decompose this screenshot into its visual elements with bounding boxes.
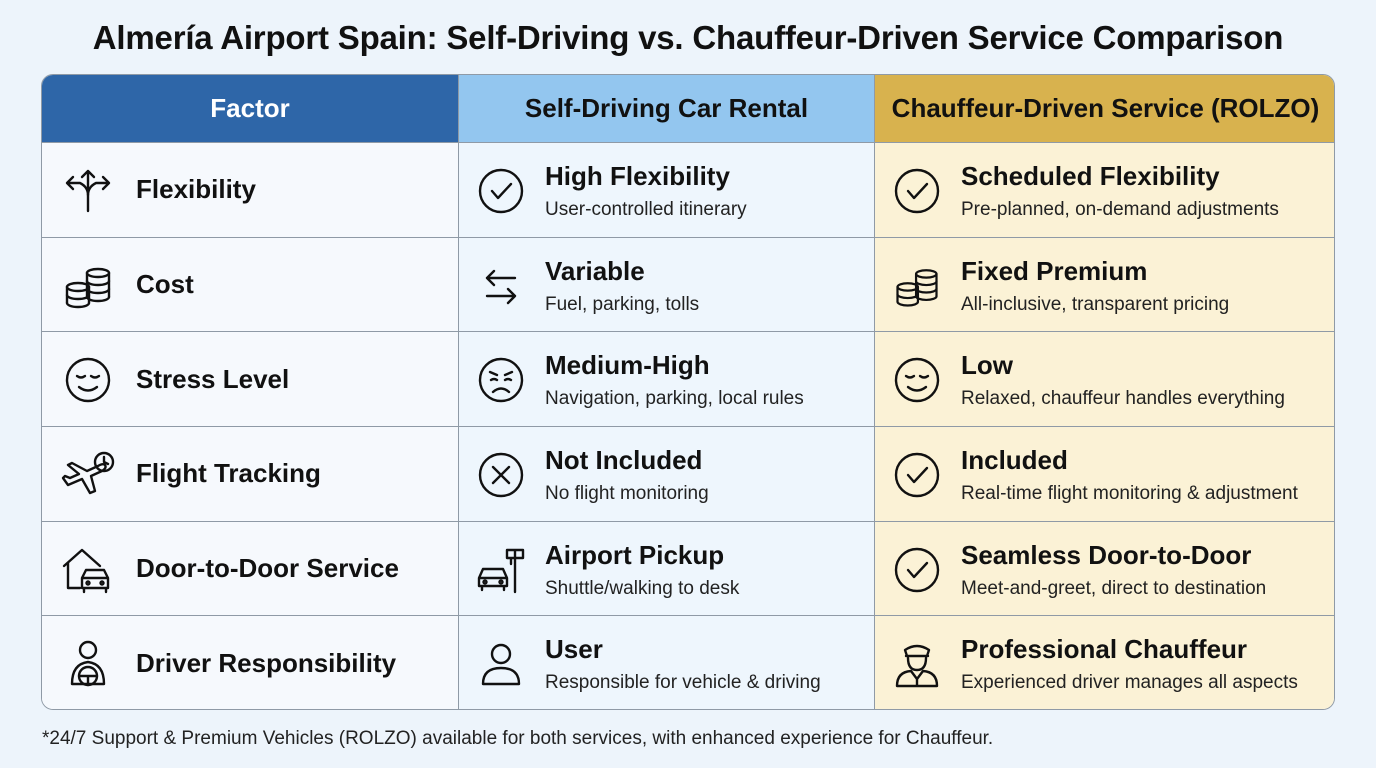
car-sign-icon	[475, 544, 527, 596]
table-row: Driver Responsibility User Responsible for…	[42, 616, 1334, 709]
self-driving-cell: Airport Pickup Shuttle/walking to desk	[458, 521, 874, 617]
factor-cell: Flexibility	[42, 143, 458, 238]
factor-label: Driver Responsibility	[136, 648, 397, 679]
diverging-arrows-icon	[60, 165, 116, 217]
chauffeur-icon	[891, 638, 943, 690]
self-driving-detail: Responsible for vehicle & driving	[545, 672, 821, 694]
x-circle-icon	[475, 449, 527, 501]
chauffeur-cell: Seamless Door-to-Door Meet-and-greet, dir…	[874, 521, 1334, 617]
self-driving-value: Airport Pickup	[545, 539, 725, 570]
swap-arrows-icon	[475, 260, 527, 312]
chauffeur-cell: Low Relaxed, chauffeur handles everything	[874, 332, 1334, 427]
chauffeur-value: Seamless Door-to-Door	[961, 539, 1252, 570]
check-circle-icon	[475, 165, 527, 217]
factor-label: Flexibility	[136, 174, 256, 205]
chauffeur-detail: Pre-planned, on-demand adjustments	[961, 199, 1279, 220]
self-driving-detail: Shuttle/walking to desk	[545, 577, 740, 599]
coin-stack-icon	[891, 260, 943, 312]
table-row: Door-to-Door Service Airport Pickup Shuttl…	[42, 521, 1334, 617]
factor-label: Cost	[136, 268, 194, 299]
factor-cell: Driver Responsibility	[42, 616, 458, 709]
check-circle-icon	[891, 449, 943, 501]
table-row: Cost Variable Fuel, parking, tolls Fixed Pr…	[42, 237, 1334, 333]
chauffeur-detail: Experienced driver manages all aspects	[961, 672, 1298, 694]
chauffeur-cell: Scheduled Flexibility Pre-planned, on-dem…	[874, 143, 1334, 238]
self-driving-detail: Navigation, parking, local rules	[545, 388, 804, 410]
factor-label: Door-to-Door Service	[136, 552, 399, 583]
coin-stack-icon	[60, 260, 116, 312]
chauffeur-detail: Meet-and-greet, direct to destination	[961, 577, 1267, 599]
table-row: Flexibility High Flexibility User-controll…	[42, 143, 1334, 238]
factor-cell: Cost	[42, 237, 458, 333]
chauffeur-value: Low	[961, 350, 1013, 381]
self-driving-value: User	[545, 634, 603, 665]
chauffeur-value: Professional Chauffeur	[961, 634, 1248, 665]
relaxed-face-icon	[60, 354, 116, 406]
chauffeur-value: Included	[961, 445, 1068, 475]
self-driving-value: Medium-High	[545, 350, 710, 381]
self-driving-detail: User-controlled itinerary	[545, 199, 747, 220]
header-chauffeur: Chauffeur-Driven Service (ROLZO)	[874, 75, 1334, 143]
chauffeur-detail: Real-time flight monitoring & adjustment	[961, 483, 1298, 504]
self-driving-cell: Medium-High Navigation, parking, local ru…	[458, 332, 874, 427]
self-driving-detail: Fuel, parking, tolls	[545, 293, 700, 315]
factor-label: Flight Tracking	[136, 458, 321, 489]
user-icon	[475, 638, 527, 690]
chauffeur-cell: Fixed Premium All-inclusive, transparent …	[874, 237, 1334, 333]
self-driving-cell: Variable Fuel, parking, tolls	[458, 237, 874, 333]
table-row: Stress Level Medium-High Navigation, parki…	[42, 332, 1334, 427]
factor-cell: Flight Tracking	[42, 427, 458, 522]
chauffeur-value: Scheduled Flexibility	[961, 161, 1220, 191]
self-driving-cell: Not Included No flight monitoring	[458, 427, 874, 522]
comparison-table: Factor Self-Driving Car Rental Chauffeur…	[41, 74, 1335, 710]
house-car-icon	[60, 544, 116, 596]
worried-face-icon	[475, 354, 527, 406]
footnote: *24/7 Support & Premium Vehicles (ROLZO)…	[42, 728, 994, 749]
driver-wheel-icon	[60, 638, 116, 690]
check-circle-icon	[891, 544, 943, 596]
factor-cell: Door-to-Door Service	[42, 521, 458, 617]
chauffeur-value: Fixed Premium	[961, 255, 1148, 286]
self-driving-value: Variable	[545, 255, 645, 286]
factor-label: Stress Level	[136, 363, 290, 394]
relaxed-face-icon	[891, 354, 943, 406]
self-driving-detail: No flight monitoring	[545, 483, 709, 504]
self-driving-value: Not Included	[545, 445, 703, 475]
self-driving-value: High Flexibility	[545, 161, 730, 191]
check-circle-icon	[891, 165, 943, 217]
plane-clock-icon	[60, 449, 116, 501]
chauffeur-detail: Relaxed, chauffeur handles everything	[961, 388, 1285, 410]
header-self-driving: Self-Driving Car Rental	[458, 75, 874, 143]
factor-cell: Stress Level	[42, 332, 458, 427]
header-factor: Factor	[42, 75, 458, 143]
chauffeur-cell: Included Real-time flight monitoring & ad…	[874, 427, 1334, 522]
chauffeur-detail: All-inclusive, transparent pricing	[961, 293, 1230, 315]
self-driving-cell: High Flexibility User-controlled itinerar…	[458, 143, 874, 238]
self-driving-cell: User Responsible for vehicle & driving	[458, 616, 874, 709]
chauffeur-cell: Professional Chauffeur Experienced driver…	[874, 616, 1334, 709]
table-row: Flight Tracking Not Included No flight mon…	[42, 427, 1334, 522]
page-title: Almería Airport Spain: Self-Driving vs. …	[92, 19, 1284, 56]
